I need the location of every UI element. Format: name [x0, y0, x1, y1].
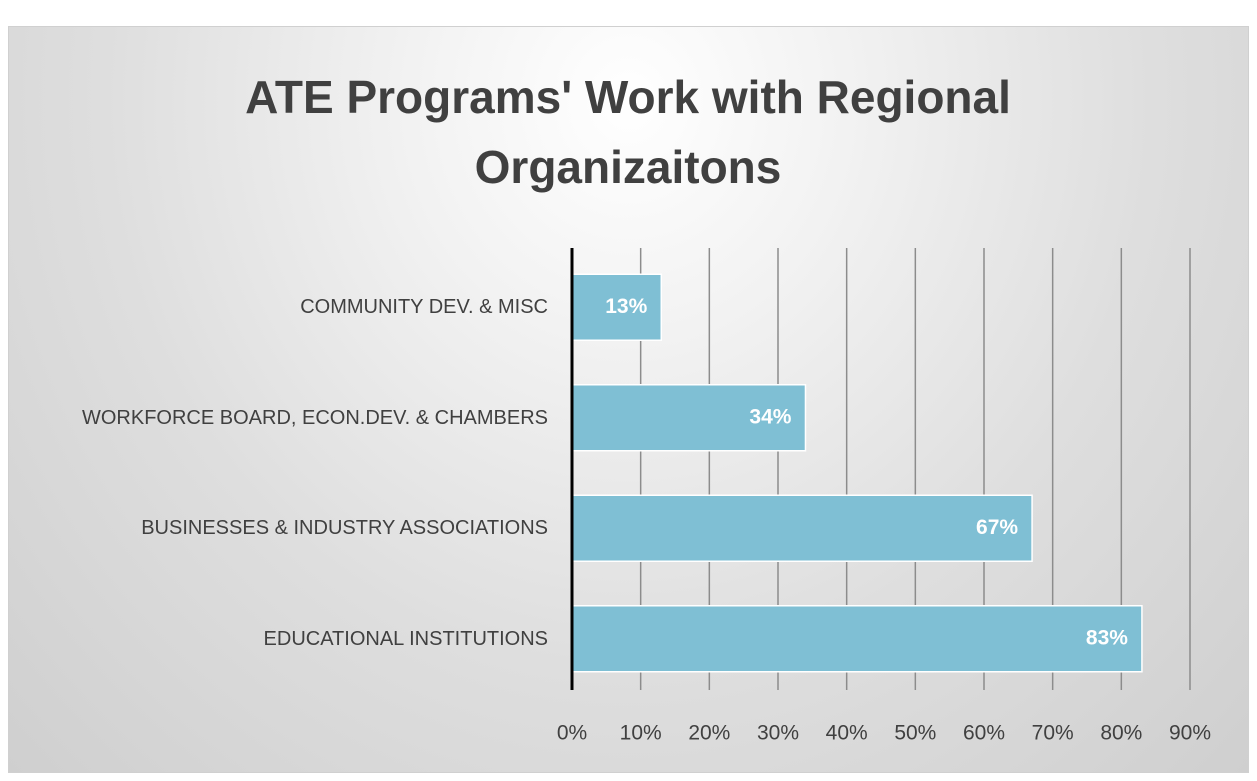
y-tick-label: COMMUNITY DEV. & MISC — [300, 296, 548, 319]
x-tick-label: 30% — [757, 722, 799, 745]
data-label: 13% — [605, 295, 647, 318]
x-tick-label: 0% — [557, 722, 587, 745]
bar — [571, 494, 1033, 562]
data-label: 67% — [976, 516, 1018, 539]
y-tick-label-box: COMMUNITY DEV. & MISC — [8, 293, 548, 321]
x-tick-label: 40% — [826, 722, 868, 745]
bar — [571, 605, 1143, 673]
bar — [571, 384, 807, 452]
y-tick-label-box: BUSINESSES & INDUSTRY ASSOCIATIONS — [8, 514, 548, 542]
y-tick-label: EDUCATIONAL INSTITUTIONS — [263, 627, 548, 650]
data-label: 34% — [749, 405, 791, 428]
y-tick-label-box: EDUCATIONAL INSTITUTIONS — [8, 625, 548, 653]
x-tick-label: 80% — [1100, 722, 1142, 745]
x-tick-label: 10% — [620, 722, 662, 745]
bar — [571, 273, 663, 341]
x-tick-label: 20% — [688, 722, 730, 745]
y-tick-label: BUSINESSES & INDUSTRY ASSOCIATIONS — [141, 517, 548, 540]
x-tick-label: 70% — [1032, 722, 1074, 745]
y-tick-label-box: WORKFORCE BOARD, ECON.DEV. & CHAMBERS — [8, 404, 548, 432]
x-tick-label: 50% — [894, 722, 936, 745]
chart-title: ATE Programs' Work with Regional Organiz… — [245, 71, 1011, 193]
data-label: 83% — [1086, 626, 1128, 649]
y-tick-label: WORKFORCE BOARD, ECON.DEV. & CHAMBERS — [82, 406, 548, 429]
x-tick-label: 60% — [963, 722, 1005, 745]
x-tick-label: 90% — [1169, 722, 1211, 745]
